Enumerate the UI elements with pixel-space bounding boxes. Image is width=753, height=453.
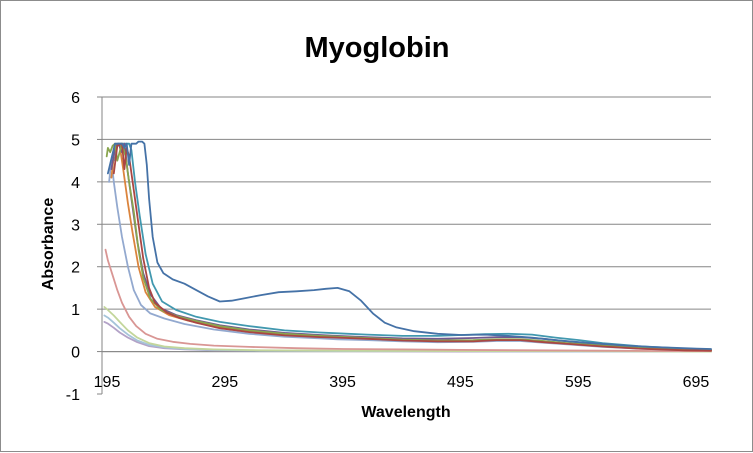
y-axis-title: Absorbance [40,198,57,291]
tick-labels: -1 0 1 2 3 4 5 6 195 295 395 495 595 695 [66,90,710,404]
chart-title: Myoglobin [305,32,450,64]
line-series-5 [114,142,712,351]
line-series-8 [104,248,712,352]
y-tick-label-2: 2 [71,260,80,277]
x-tick-label-395: 395 [329,374,356,391]
x-axis-title: Wavelength [361,404,450,421]
y-tick-label-3: 3 [71,217,80,234]
y-tick-label-1: 1 [71,302,80,319]
x-tick-label-195: 195 [94,374,121,391]
y-tick-label-0: 0 [71,345,80,362]
x-tick-label-295: 295 [211,374,238,391]
line-series-9 [103,306,712,353]
line-series-1 [107,140,712,350]
data-series [103,140,712,353]
y-tick-label-4: 4 [71,175,80,192]
gridlines [102,96,711,353]
x-tick-label-695: 695 [683,374,710,391]
y-tick-label-5: 5 [71,132,80,149]
x-tick-label-495: 495 [447,374,474,391]
x-tick-label-595: 595 [565,374,592,391]
y-tick-label-6: 6 [71,90,80,107]
y-tick-label--1: -1 [66,387,80,404]
line-series-3 [105,142,712,352]
line-series-4 [110,142,712,351]
line-series-2 [112,142,712,352]
line-series-6 [110,142,712,352]
